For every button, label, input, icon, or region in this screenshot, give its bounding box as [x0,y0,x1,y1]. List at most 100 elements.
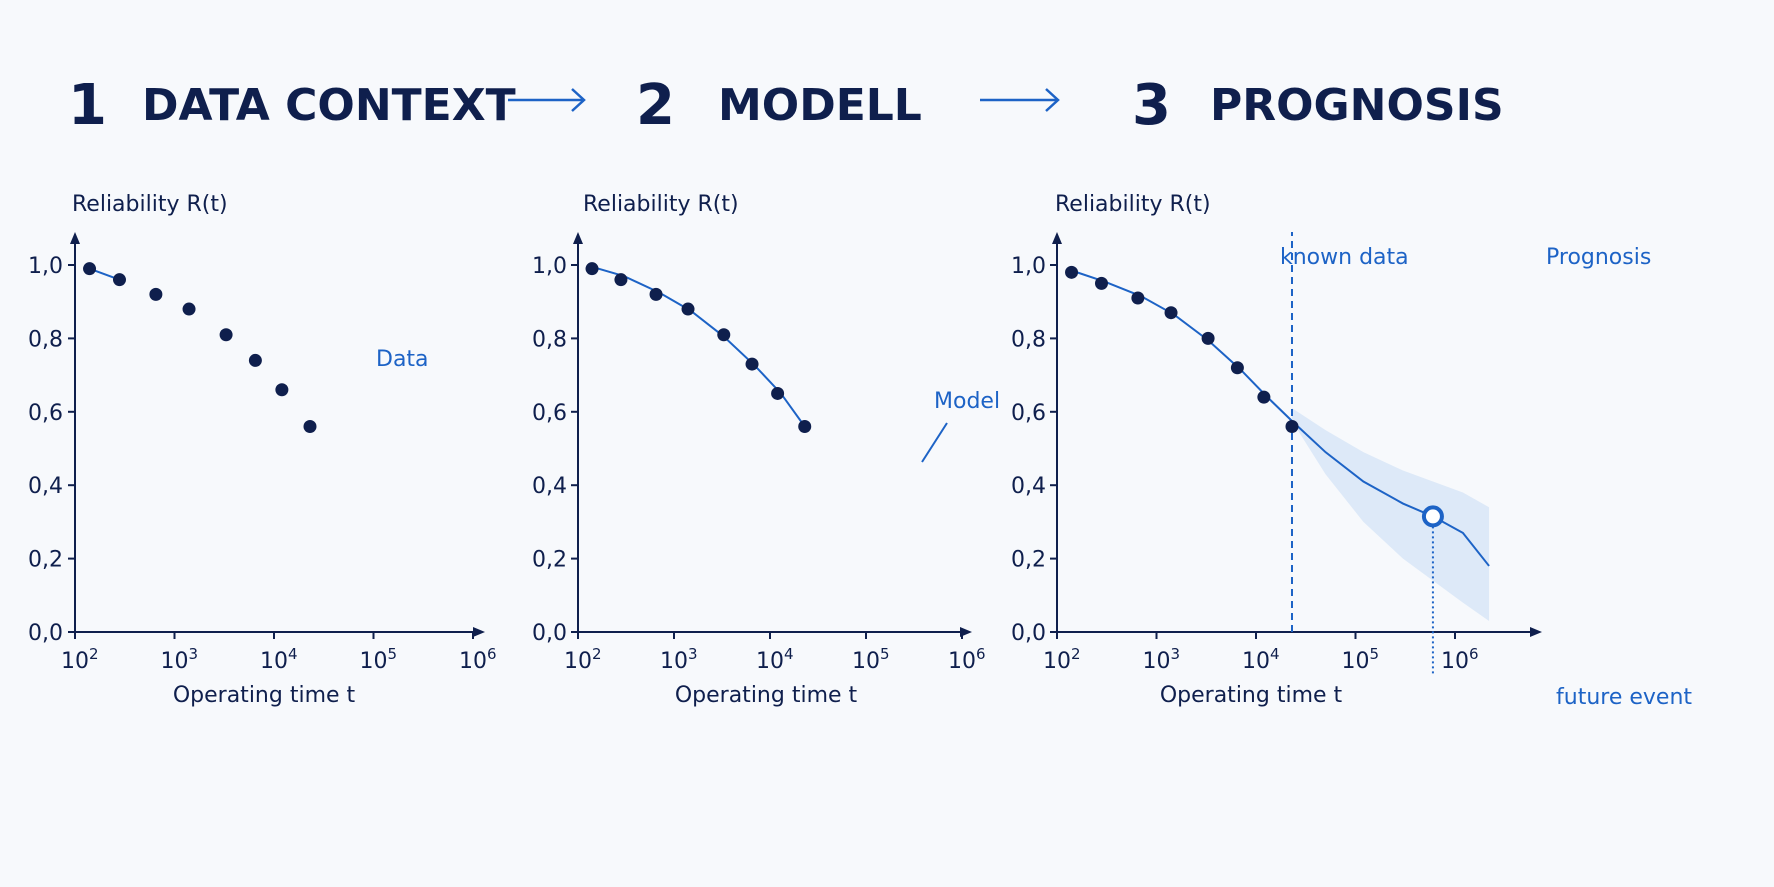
model-line [591,265,806,428]
y-tick-label: 1,0 [1011,254,1046,279]
step-number: 3 [1132,73,1171,138]
step-3: 3 PROGNOSIS [1132,73,1504,138]
step-number: 1 [68,73,107,138]
data-point [1201,331,1215,345]
annotation-prognosis: Prognosis [1546,245,1651,270]
x-tick-label: 103 [660,645,698,674]
data-point [1257,390,1271,404]
y-tick-label: 0,8 [532,327,567,352]
x-tick-exponent: 2 [1071,645,1081,663]
x-tick-label: 103 [161,645,199,674]
y-axis-arrowhead [1052,232,1062,244]
data-point [303,419,317,433]
x-tick-exponent: 5 [880,645,890,663]
data-point [83,262,97,276]
x-tick-label: 104 [756,645,794,674]
right-arrow-icon [980,88,1060,112]
data-point [112,273,126,287]
x-tick-label: 102 [1043,645,1081,674]
x-tick-base: 10 [1441,649,1469,674]
data-point [219,328,233,342]
step-number: 2 [636,73,675,138]
x-tick-base: 10 [360,649,388,674]
y-axis-arrowhead [70,232,80,244]
arrow-head [571,88,586,112]
x-tick-exponent: 3 [189,645,199,663]
y-tick-label: 0,6 [1011,401,1046,426]
y-axis-title: Reliability R(t) [72,192,228,217]
data-point [1230,361,1244,375]
y-tick-label: 0,0 [28,621,63,646]
x-tick-exponent: 2 [592,645,602,663]
x-tick-base: 10 [161,649,189,674]
arrow-head [1045,88,1060,112]
y-tick-label: 0,8 [28,327,63,352]
chart-panel-2: Reliability R(t) Operating time t 0,0 0,2 0,… [532,192,1000,708]
data-point [798,419,812,433]
y-tick-label: 1,0 [28,254,63,279]
data-point [585,262,599,276]
x-tick-exponent: 6 [487,645,497,663]
y-tick-label: 1,0 [532,254,567,279]
y-tick-label: 0,2 [1011,548,1046,573]
x-tick-base: 10 [564,649,592,674]
data-point [681,302,695,316]
y-tick-label: 0,8 [1011,327,1046,352]
x-tick-base: 10 [1242,649,1270,674]
x-tick-exponent: 3 [688,645,698,663]
x-axis-arrowhead [473,627,485,637]
annotation-leader [921,422,948,463]
x-axis-arrowhead [1530,627,1542,637]
future-event-point [1421,505,1444,528]
annotation-data: Data [376,347,429,372]
annotation-future-event: future event [1556,685,1692,710]
data-point [149,287,163,301]
x-tick-label: 102 [564,645,602,674]
data-point [717,328,731,342]
x-tick-base: 10 [61,649,89,674]
x-tick-base: 10 [852,649,880,674]
y-tick-label: 0,0 [1011,621,1046,646]
annotation-known-data: known data [1280,245,1409,270]
x-tick-base: 10 [1143,649,1171,674]
y-axis-arrowhead [573,232,583,244]
data-point [1164,306,1178,320]
chart-panel-3: Reliability R(t) Operating time t 0,0 0,2 0,… [1011,192,1692,710]
x-tick-label: 106 [1441,645,1479,674]
x-tick-label: 106 [459,645,497,674]
step-title: DATA CONTEXT [142,80,516,131]
y-axis-title: Reliability R(t) [583,192,739,217]
annotation-model: Model [934,389,1000,414]
step-2: 2 MODELL [636,73,922,138]
data-point [614,273,628,287]
x-tick-exponent: 2 [89,645,99,663]
x-tick-base: 10 [948,649,976,674]
data-point [182,302,196,316]
x-tick-label: 103 [1143,645,1181,674]
x-tick-exponent: 4 [784,645,794,663]
y-tick-label: 0,0 [532,621,567,646]
chart-panel-1: Reliability R(t) Operating time t 0,0 0,2 0,… [28,192,497,708]
x-tick-exponent: 5 [1370,645,1380,663]
y-tick-label: 0,2 [28,548,63,573]
x-tick-label: 105 [360,645,398,674]
y-tick-label: 0,2 [532,548,567,573]
x-tick-label: 106 [948,645,986,674]
prognosis-confidence-band [1291,408,1490,621]
x-tick-exponent: 3 [1171,645,1181,663]
step-title: PROGNOSIS [1210,80,1504,131]
data-point [1065,265,1079,279]
data-point [1285,419,1299,433]
x-tick-label: 104 [1242,645,1280,674]
x-tick-exponent: 6 [1469,645,1479,663]
y-tick-label: 0,6 [28,401,63,426]
x-tick-base: 10 [459,649,487,674]
x-tick-base: 10 [756,649,784,674]
data-point [1131,291,1145,305]
x-tick-base: 10 [260,649,288,674]
data-point [771,386,785,400]
data-point [649,287,663,301]
x-tick-base: 10 [1043,649,1071,674]
x-tick-exponent: 4 [1270,645,1280,663]
